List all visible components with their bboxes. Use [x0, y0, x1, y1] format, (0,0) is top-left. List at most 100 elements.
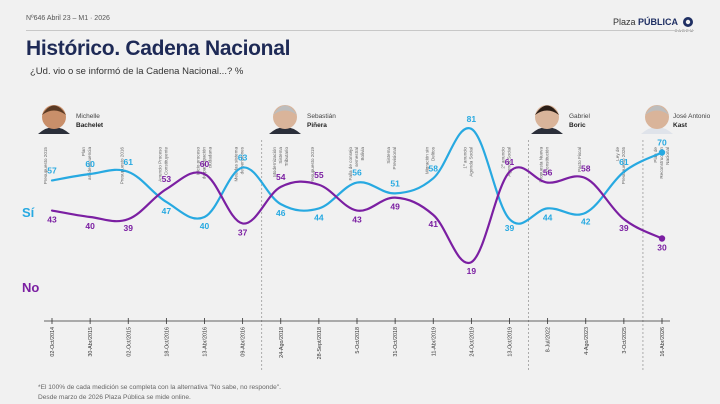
event-annotation: Constitución: [545, 147, 550, 173]
legend-si: Sí: [22, 205, 35, 220]
x-tick-label: 02-Oct/2014: [50, 327, 56, 357]
no-data-label: 55: [314, 170, 324, 180]
series-no-line: [50, 166, 664, 265]
brand-icon: [683, 17, 693, 27]
event-annotation: Agenda Social: [468, 147, 473, 177]
president-last-name: Boric: [569, 122, 586, 129]
event-annotation: Modernización: [272, 147, 277, 177]
x-tick-label: 28-Sept/2018: [317, 327, 323, 359]
event-annotation: Tributario: [284, 147, 289, 167]
president-avatar: [641, 105, 673, 134]
event-annotation: Sistema: [278, 147, 283, 164]
event-annotation: Presupuesto 2026: [621, 147, 626, 185]
x-tick-label: 13-Oct/2019: [508, 327, 514, 357]
president-last-name: Piñera: [307, 122, 327, 129]
no-data-label: 30: [657, 243, 667, 253]
si-data-label: 46: [276, 208, 286, 218]
event-annotation: Anuncio Proceso: [157, 147, 162, 182]
event-annotation: de pensiones: [240, 146, 245, 174]
report-meta: Nº646 Abril 23 – M1 · 2026: [26, 15, 110, 22]
no-data-label: 49: [390, 202, 400, 212]
event-annotation: Sistema: [386, 147, 391, 164]
series-si-endpoint: [658, 149, 666, 156]
president-first-name: Gabriel: [569, 113, 591, 120]
header-divider: [26, 30, 694, 31]
si-data-label: 61: [619, 157, 629, 167]
si-data-label: 60: [85, 159, 95, 169]
legend-no: No: [22, 280, 39, 295]
x-tick-label: 24-Oct/2019: [469, 327, 475, 357]
no-data-label: 58: [581, 163, 591, 173]
president-first-name: Michelle: [76, 113, 100, 120]
si-data-label: 57: [47, 165, 57, 175]
no-data-label: 43: [47, 215, 57, 225]
president-avatar: [531, 105, 563, 134]
no-data-label: 60: [200, 159, 210, 169]
x-tick-label: 30-Abr/2015: [88, 327, 94, 357]
no-data-label: 53: [162, 174, 172, 184]
series-no-endpoint: [658, 235, 666, 242]
x-tick-label: 8-Jul/2022: [546, 327, 552, 352]
si-data-label: 61: [124, 157, 134, 167]
si-data-label: 44: [543, 212, 553, 222]
event-annotation: Agenda Social: [507, 147, 512, 177]
x-tick-label: 18-Oct/2016: [164, 327, 170, 357]
president-last-name: Kast: [673, 122, 688, 129]
event-annotation: antidelincuencia: [87, 147, 92, 180]
event-annotation: de participación: [202, 147, 207, 180]
no-data-label: 61: [505, 157, 515, 167]
no-data-label: 37: [238, 227, 248, 237]
si-data-label: 51: [390, 178, 400, 188]
event-annotation: Delitos: [430, 146, 435, 161]
event-annotation: Presupuesto 2015: [43, 147, 48, 185]
si-data-label: 40: [200, 221, 210, 231]
no-data-label: 54: [276, 172, 286, 182]
event-annotation: Previsional: [392, 147, 397, 169]
event-annotation: Plan: [81, 147, 86, 157]
event-annotation: Inicio proceso: [196, 147, 201, 176]
no-data-label: 39: [124, 223, 134, 233]
no-data-label: 39: [619, 223, 629, 233]
event-annotation: Bolivia: [360, 147, 365, 161]
no-data-label: 43: [352, 215, 362, 225]
event-annotation: Constituyente: [163, 147, 168, 176]
chart-subtitle: ¿Ud. vio o se informó de la Cadena Nacio…: [30, 66, 244, 77]
event-annotation: 1º anuncio: [462, 147, 467, 169]
no-data-label: 56: [543, 168, 553, 178]
x-tick-label: 4-Ago/2023: [584, 327, 590, 355]
event-annotation: Presupuesto 2016: [119, 147, 124, 185]
si-data-label: 58: [429, 163, 439, 173]
no-data-label: 41: [429, 219, 439, 229]
si-data-label: 39: [505, 223, 515, 233]
x-tick-label: 02-Oct/2015: [126, 327, 132, 357]
event-annotation: Nacional: [665, 147, 670, 165]
x-tick-label: 11-Abr/2019: [431, 327, 437, 356]
event-annotation: Ley de: [615, 147, 620, 161]
president-last-name: Bachelet: [76, 122, 104, 129]
footnote-1: *El 100% de cada medición se completa co…: [38, 384, 281, 391]
no-data-label: 40: [85, 221, 95, 231]
x-tick-label: 5-Oct/2018: [355, 327, 361, 354]
event-annotation: 2º anuncio: [501, 147, 506, 169]
x-tick-label: 24-Ago/2018: [279, 327, 285, 358]
event-annotation: Pacto Fiscal: [577, 147, 582, 172]
si-data-label: 56: [352, 168, 362, 178]
x-tick-label: 13-Abr/2016: [203, 327, 209, 357]
event-annotation: semestral: [354, 147, 359, 167]
event-annotation: Falla de consejo: [348, 147, 353, 181]
president-avatar: [38, 105, 70, 134]
x-tick-label: 3-Oct/2025: [622, 327, 628, 354]
president-avatar: [269, 105, 301, 134]
footnote-2: Desde marzo de 2026 Plaza Pública se mid…: [38, 394, 191, 401]
event-annotation: Medidas sistema: [234, 147, 239, 182]
event-annotation: Propuesta Nueva: [539, 147, 544, 183]
chart-title: Histórico. Cadena Nacional: [26, 37, 291, 60]
event-annotation: Presupuesto 2019: [310, 147, 315, 185]
event-annotation: ciudadana: [208, 147, 213, 169]
president-first-name: Sebastián: [307, 113, 336, 120]
event-annotation: Migración sin: [424, 147, 429, 175]
x-tick-label: 09-Abr/2016: [241, 327, 247, 357]
si-data-label: 81: [467, 114, 477, 124]
